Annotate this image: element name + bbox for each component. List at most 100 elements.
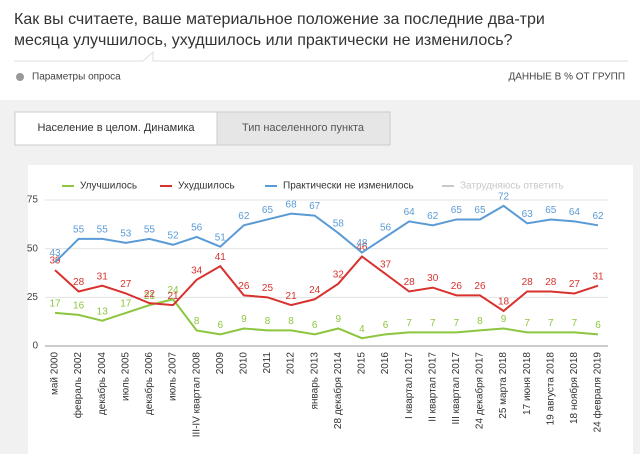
x-tick-label: II квартал 2017 — [427, 352, 438, 422]
value-label: 7 — [430, 318, 436, 329]
value-label: 34 — [191, 265, 203, 276]
value-label: 21 — [286, 291, 298, 302]
legend-label: Практически не изменилось — [283, 181, 414, 192]
x-tick-label: июль 2007 — [168, 352, 179, 401]
x-tick-label: 2015 — [357, 352, 368, 375]
value-label: 63 — [522, 209, 534, 220]
value-label: 8 — [288, 316, 294, 327]
value-label: 13 — [97, 306, 109, 317]
value-label: 21 — [167, 291, 179, 302]
value-label: 7 — [548, 318, 554, 329]
value-label: 18 — [498, 297, 510, 308]
value-label: 17 — [120, 299, 132, 310]
line — [54, 298, 599, 340]
value-label: 55 — [73, 225, 85, 236]
value-label: 72 — [498, 191, 510, 202]
value-label: 56 — [380, 223, 392, 234]
value-label: 27 — [569, 279, 581, 290]
x-tick-label: 17 июня 2018 — [522, 352, 533, 415]
value-label: 31 — [97, 271, 109, 282]
value-label: 25 — [262, 283, 274, 294]
value-label: 7 — [454, 318, 460, 329]
value-label: 6 — [383, 320, 389, 331]
value-label: 56 — [191, 223, 203, 234]
value-label: 65 — [262, 205, 274, 216]
value-label: 68 — [286, 199, 298, 210]
value-label: 67 — [309, 201, 321, 212]
value-label: 24 — [167, 285, 179, 296]
tab[interactable]: Тип населенного пункта — [242, 122, 365, 134]
value-label: 9 — [501, 314, 507, 325]
value-label: 37 — [380, 260, 392, 271]
y-tick-label: 0 — [32, 341, 38, 352]
x-tick-label: 2016 — [380, 352, 391, 375]
y-tick-label: 25 — [27, 292, 39, 303]
value-label: 4 — [359, 324, 365, 335]
x-tick-label: 24 декабря 2017 — [474, 352, 486, 430]
x-tick-label: январь 2013 — [309, 352, 320, 410]
units: ДАННЫЕ В % ОТ ГРУПП — [508, 72, 625, 83]
value-label: 64 — [404, 207, 416, 218]
value-label: 22 — [144, 289, 156, 300]
chart: 0 25 50 75 май 2000 февраль 2002 декабрь 2004 и… — [27, 181, 608, 438]
value-label: 65 — [451, 205, 463, 216]
x-tick-label: 2011 — [262, 352, 273, 374]
x-tick-label: 19 августа 2018 — [545, 352, 556, 426]
value-label: 6 — [595, 320, 601, 331]
x-tick-label: 25 марта 2018 — [498, 352, 509, 419]
value-label: 55 — [144, 225, 156, 236]
value-label: 65 — [545, 205, 557, 216]
y-tick-label: 75 — [27, 195, 39, 206]
value-label: 8 — [194, 316, 200, 327]
value-label: 64 — [569, 207, 581, 218]
tab[interactable]: Население в целом. Динамика — [37, 122, 195, 134]
value-label: 6 — [217, 320, 223, 331]
x-tick-label: 2012 — [286, 352, 297, 375]
value-label: 6 — [312, 320, 318, 331]
value-label: 65 — [474, 205, 486, 216]
value-label: 21 — [144, 291, 156, 302]
value-label: 32 — [333, 269, 345, 280]
value-label: 24 — [309, 285, 321, 296]
value-label: 26 — [238, 281, 250, 292]
value-label: 8 — [265, 316, 271, 327]
value-label: 28 — [522, 277, 534, 288]
value-label: 16 — [73, 300, 85, 311]
legend-label: Ухудшилось — [178, 181, 235, 192]
value-label: 28 — [545, 277, 557, 288]
chart-bg — [28, 165, 633, 454]
x-tick-label: 2010 — [239, 352, 250, 375]
x-tick-label: 24 февраля 2019 — [592, 352, 604, 433]
x-tick-label: декабрь 2004 — [96, 352, 108, 416]
x-tick-label: III квартал 2017 — [451, 352, 462, 425]
y-tick-label: 50 — [27, 243, 39, 254]
legend-label: Затрудняюсь ответить — [460, 181, 564, 192]
value-label: 28 — [404, 277, 416, 288]
value-label: 62 — [592, 211, 604, 222]
x-tick-label: февраль 2002 — [72, 352, 84, 419]
value-label: 9 — [241, 314, 247, 325]
value-label: 51 — [215, 232, 227, 243]
value-label: 43 — [49, 248, 61, 259]
value-label: 41 — [215, 252, 227, 263]
value-label: 28 — [73, 277, 85, 288]
x-tick-label: I квартал 2017 — [404, 352, 415, 419]
value-label: 26 — [474, 281, 486, 292]
legend-label: Улучшилось — [80, 181, 137, 192]
x-tick-label: декабрь 2006 — [143, 352, 155, 416]
value-label: 27 — [120, 279, 132, 290]
value-label: 58 — [333, 219, 345, 230]
x-tick-label: III-IV квартал 2008 — [191, 352, 202, 438]
params-link[interactable]: Параметры опроса — [32, 72, 121, 83]
divider — [14, 50, 628, 62]
value-label: 30 — [427, 273, 439, 284]
tab-active[interactable] — [14, 111, 218, 146]
line — [54, 255, 599, 313]
value-label: 48 — [356, 238, 368, 249]
value-label: 53 — [120, 228, 132, 239]
x-tick-label: 18 ноября 2018 — [568, 352, 580, 424]
value-label: 8 — [477, 316, 483, 327]
value-label: 46 — [356, 242, 368, 253]
value-label: 7 — [572, 318, 578, 329]
